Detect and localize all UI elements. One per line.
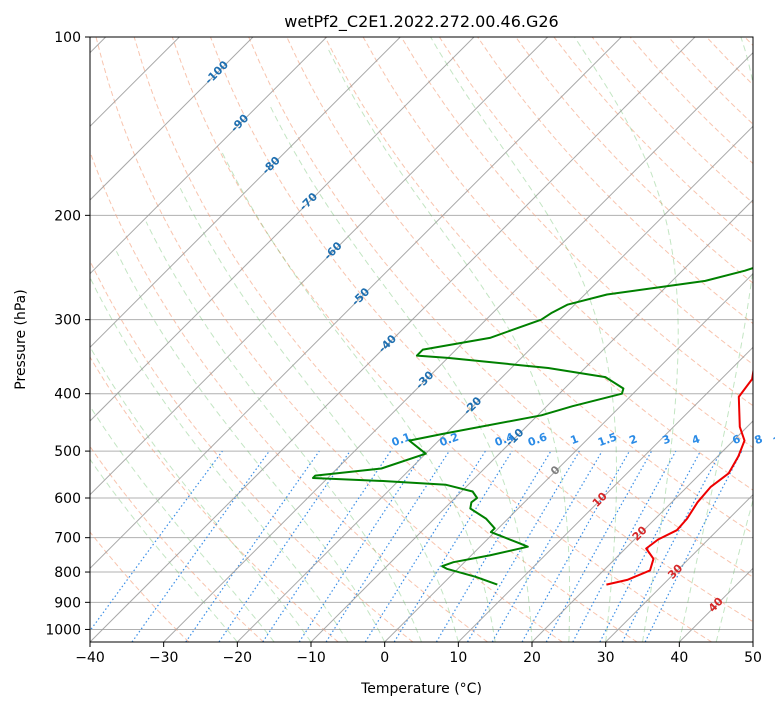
isotherm [236, 125, 753, 642]
x-tick-label: 0 [380, 650, 389, 666]
dry-adiabat [438, 37, 753, 366]
isotherm [90, 37, 475, 422]
x-tick-label: −30 [149, 650, 179, 666]
mixing-ratio-label: 0.2 [438, 430, 461, 449]
moist-adiabat [678, 37, 753, 642]
mixing-ratio-line [393, 450, 513, 642]
isotherm [531, 420, 753, 642]
moist-adiabat [574, 37, 679, 642]
x-tick-label: −10 [296, 650, 326, 666]
isotherm [90, 37, 401, 349]
mixing-ratio-label: 10 [771, 431, 775, 449]
x-tick-label: 30 [597, 650, 615, 666]
chart-title: wetPf2_C2E1.2022.272.00.46.G26 [284, 12, 558, 32]
moist-adiabat [115, 251, 386, 642]
mixing-ratio-line [325, 450, 450, 642]
x-tick-label: 40 [670, 650, 688, 666]
profile-series [312, 267, 753, 586]
isotherm [163, 51, 753, 642]
moist-adiabat [328, 49, 571, 642]
y-axis: 100 200 300 400 500 600 700 800 900 1000 [45, 30, 90, 638]
y-tick-label: 500 [54, 444, 81, 460]
x-tick-label: 50 [744, 650, 762, 666]
moist-adiabat [90, 458, 238, 642]
dry-adiabat [515, 37, 753, 284]
isotherm [310, 199, 753, 642]
y-tick-label: 800 [54, 565, 81, 581]
moist-adiabat [179, 187, 459, 642]
moist-adiabat [90, 405, 275, 642]
mixing-ratio-labels: 0.10.20.40.611.52346810131620253036 [390, 430, 775, 449]
dry-adiabat [210, 37, 753, 623]
plot-frame [89, 36, 754, 643]
y-tick-label: 700 [54, 531, 81, 547]
mixing-ratio-line [185, 450, 320, 642]
y-tick-label: 1000 [45, 622, 81, 638]
x-tick-label: −20 [223, 650, 253, 666]
isotherm [457, 346, 753, 642]
y-tick-label: 900 [54, 595, 81, 611]
mixing-ratio-line [521, 450, 631, 642]
y-tick-label: 100 [54, 30, 81, 46]
mixing-ratio-label: 6 [731, 432, 743, 447]
isotherm [90, 37, 696, 642]
mixing-ratio-line [545, 450, 653, 642]
moist-adiabat [268, 104, 533, 642]
x-tick-label: −40 [75, 650, 105, 666]
isotherm [384, 272, 753, 642]
mixing-ratio-line [644, 450, 743, 642]
dry-adiabat [90, 356, 339, 642]
dry-adiabat [90, 531, 190, 642]
moist-adiabat [90, 277, 349, 642]
moist-adiabat [430, 37, 617, 642]
isotherm [90, 37, 622, 570]
x-axis-label: Temperature (°C) [360, 681, 482, 697]
mixing-ratio-label: 0.6 [526, 430, 549, 449]
moist-adiabat [220, 149, 496, 642]
moist-adiabat [715, 498, 753, 642]
mixing-ratio-line [572, 450, 677, 642]
dry-adiabat [90, 150, 488, 642]
y-tick-label: 300 [54, 313, 81, 329]
mixing-ratio-line [218, 450, 351, 642]
mixing-ratio-line [90, 450, 223, 632]
mixing-ratio-label: 0.1 [390, 430, 413, 449]
x-tick-label: 10 [449, 650, 467, 666]
dry-adiabat [400, 37, 753, 407]
x-axis: −40 −30 −20 −10 0 10 20 30 40 50 [75, 642, 762, 666]
mixing-ratio-label: 8 [753, 432, 765, 447]
mixing-ratio-label: 0.4 [493, 430, 516, 449]
mixing-ratio-line [298, 450, 425, 642]
dry-adiabat [133, 37, 638, 642]
isotherm [90, 37, 254, 201]
y-axis-label: Pressure (hPa) [13, 289, 29, 389]
isotherm [605, 493, 753, 642]
mixing-ratio-label: 2 [627, 432, 639, 447]
y-tick-label: 400 [54, 387, 81, 403]
mixing-ratio-label: 1 [569, 432, 581, 447]
dry-adiabat [324, 37, 753, 491]
dry-adiabat [248, 37, 753, 578]
thermodynamic-lines [90, 37, 753, 642]
y-tick-label: 600 [54, 491, 81, 507]
x-tick-label: 20 [523, 650, 541, 666]
mixing-ratio-label: 4 [690, 432, 702, 447]
moist-adiabat [90, 345, 312, 642]
dry-adiabat [171, 37, 712, 642]
mixing-ratio-line [262, 450, 392, 642]
y-tick-label: 200 [54, 208, 81, 224]
mixing-ratio-line [131, 450, 270, 642]
isotherm [90, 37, 549, 496]
mixing-ratio-label: 1.5 [596, 430, 619, 449]
isotherm [752, 641, 753, 642]
plot-background [90, 37, 753, 642]
mixing-ratio-label: 3 [661, 432, 673, 447]
dry-adiabat [95, 37, 563, 642]
isotherm [90, 37, 328, 275]
profile-line-0 [606, 366, 753, 586]
dry-adiabat [90, 445, 264, 642]
profile-line-1 [312, 267, 753, 586]
moist-adiabat [145, 221, 422, 642]
